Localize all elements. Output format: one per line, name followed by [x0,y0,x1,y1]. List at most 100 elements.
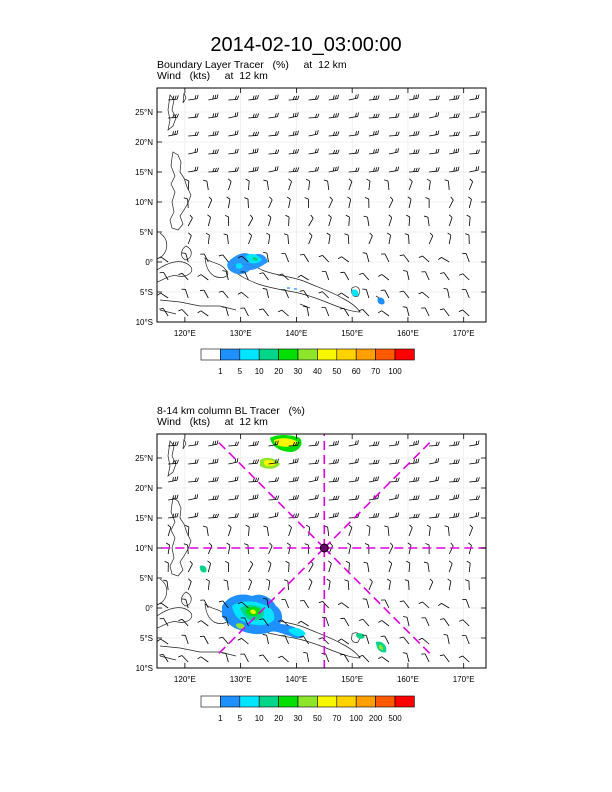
wind-barb [248,113,260,119]
wind-barb [207,560,212,573]
lat-tick-label: 5°S [140,634,153,643]
wind-barb [368,95,380,101]
wind-barb [223,233,229,245]
colorbar-swatch [317,348,338,361]
lon-tick-label: 170°E [453,675,475,684]
wind-barb [402,652,410,663]
wind-barb [168,95,179,101]
lat-tick-label: 15°N [135,168,153,177]
wind-barb [278,655,289,663]
wind-barb [404,579,410,591]
wind-barb [268,477,280,483]
wind-barb [340,307,350,317]
wind-barb [388,196,394,209]
wind-barb [268,149,280,155]
wind-barb [218,290,229,299]
wind-barb [262,634,269,645]
colorbar-label: 10 [255,367,264,376]
radial-guide-line [323,547,431,655]
wind-barb [199,289,209,299]
wind-barb [308,441,320,447]
wind-barb [288,148,300,155]
wind-barb [188,131,199,137]
wind-barb [221,306,229,317]
colorbar-swatch [375,695,396,708]
wind-barb [444,179,450,191]
lon-tick-label: 120°E [174,329,196,338]
wind-barb [288,130,299,137]
wind-barb [228,458,239,465]
colorbar-label: 100 [350,714,364,723]
wind-barb [187,232,192,245]
wind-barb [248,512,259,519]
wind-barb [326,578,331,591]
wind-barb [468,178,474,191]
lon-tick-label: 150°E [341,675,363,684]
wind-barb [462,598,470,609]
wind-barb [337,602,350,609]
wind-barb [308,578,313,591]
wind-barb [318,637,330,645]
wind-barb [318,291,330,299]
wind-barb [328,512,339,519]
wind-barb [308,459,320,465]
wind-barb [321,307,330,317]
wind-barb [168,494,179,501]
figure-title: 2014-02-10_03:00:00 [210,34,402,56]
wind-barb [228,148,239,155]
wind-barb [278,309,289,317]
lat-tick-label: 5°S [140,288,153,297]
wind-barb [388,494,399,501]
wind-barb [183,543,189,555]
wind-barb [449,113,460,119]
lat-tick-label: 0° [145,604,153,613]
colorbar-swatch [336,695,357,708]
wind-barb [262,288,269,299]
wind-barb [299,253,310,263]
wind-barb [388,131,400,137]
wind-barb [429,167,440,173]
wind-barb [197,310,209,317]
colorbar-swatch [336,348,357,361]
wind-barb [408,178,413,191]
wind-barb [423,215,430,227]
wind-barb [224,560,230,573]
wind-barb [240,307,249,317]
wind-barb [449,148,460,155]
wind-barb [462,252,470,263]
wind-barb [303,305,310,317]
wind-barb [449,512,460,519]
wind-barb [384,179,390,191]
wind-barb [443,633,450,645]
map-panel-2: 25°N 20°N 15°N 10°N 5°N 0° 5°S 10°S 120°E 130°E 14… [135,433,487,723]
colorbar-swatch [394,348,415,361]
wind-barb [458,655,470,663]
colorbar-label: 30 [294,714,303,723]
wind-barb [359,618,370,627]
wind-barb [449,131,460,137]
colorbar-swatch [200,695,221,708]
wind-barb [403,270,410,281]
wind-barb [358,309,370,317]
lat-tick-label: 20°N [135,484,153,493]
wind-barb [444,525,450,537]
wind-barb [461,289,470,299]
wind-barb [378,656,390,663]
colorbar-swatch [394,695,415,708]
wind-barb [381,253,390,263]
wind-barb [157,638,169,645]
panel2-title: 8-14 km column BL Tracer (%) [157,405,305,417]
wind-barb [440,618,450,627]
wind-barb [268,94,279,101]
wind-barb [305,178,311,191]
lat-tick-label: 25°N [135,454,153,463]
wind-barb [259,272,269,281]
wind-barb [185,178,190,191]
wind-barbs-2 [157,440,480,663]
wind-barb [328,166,339,173]
colorbar-label: 50 [313,714,322,723]
wind-barb [188,477,199,483]
wind-barb [368,166,380,173]
wind-barb [248,214,254,227]
